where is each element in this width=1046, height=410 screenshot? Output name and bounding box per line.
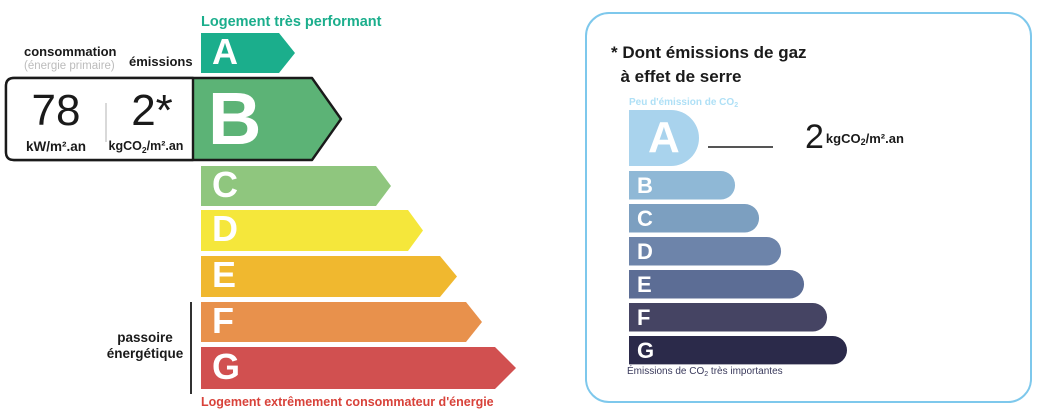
svg-text:F: F (637, 305, 650, 330)
svg-text:G: G (637, 338, 654, 363)
svg-text:C: C (637, 206, 653, 231)
svg-text:E: E (637, 272, 652, 297)
svg-text:D: D (637, 239, 653, 264)
svg-text:A: A (648, 113, 680, 162)
svg-text:B: B (637, 173, 653, 198)
